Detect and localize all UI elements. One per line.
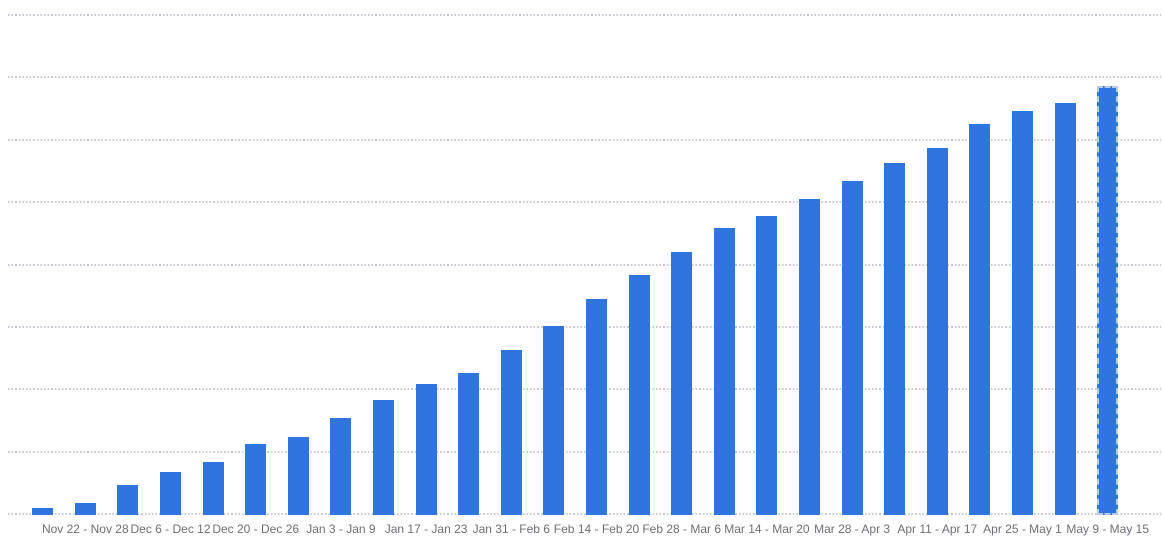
- x-axis-tick-label: Apr 11 - Apr 17: [897, 522, 978, 536]
- chart-bar[interactable]: [245, 444, 267, 516]
- x-axis-baseline: [8, 513, 1161, 516]
- chart-bar[interactable]: [628, 275, 650, 516]
- chart-bar[interactable]: [926, 147, 948, 516]
- x-axis-tick-label: Jan 3 - Jan 9: [306, 522, 376, 536]
- gridline: [8, 450, 1161, 453]
- x-axis-tick-label: Jan 17 - Jan 23: [384, 522, 468, 536]
- x-axis-tick-label: Dec 6 - Dec 12: [130, 522, 211, 536]
- x-axis-tick-label: Feb 28 - Mar 6: [642, 522, 722, 536]
- x-axis-tick-label: Apr 25 - May 1: [983, 522, 1062, 536]
- gridline: [8, 388, 1161, 391]
- chart-bar[interactable]: [500, 350, 522, 516]
- x-axis-tick-label: May 9 - May 15: [1066, 522, 1150, 536]
- gridline: [8, 14, 1161, 16]
- gridline: [8, 76, 1161, 79]
- chart-bar[interactable]: [74, 503, 96, 516]
- chart-bar[interactable]: [969, 123, 991, 516]
- chart-bar[interactable]: [884, 162, 906, 516]
- x-axis-tick-label: Nov 22 - Nov 28: [41, 522, 129, 536]
- chart-bar[interactable]: [202, 461, 224, 516]
- x-axis-tick-label: Jan 31 - Feb 6: [472, 522, 550, 536]
- chart-bar-partial-week[interactable]: [1097, 85, 1119, 516]
- gridline: [8, 263, 1161, 266]
- chart-bar[interactable]: [671, 251, 693, 516]
- chart-bar[interactable]: [415, 384, 437, 516]
- x-axis-tick-label: Feb 14 - Feb 20: [553, 522, 640, 536]
- gridline: [8, 138, 1161, 141]
- x-axis-tick-label: Dec 20 - Dec 26: [212, 522, 300, 536]
- chart-bar[interactable]: [756, 215, 778, 516]
- chart-bar[interactable]: [586, 298, 607, 516]
- chart-bar[interactable]: [373, 400, 394, 516]
- chart-bar[interactable]: [32, 508, 54, 516]
- chart-bar[interactable]: [1012, 111, 1033, 516]
- chart-bar[interactable]: [458, 373, 480, 516]
- gridline: [8, 326, 1161, 329]
- gridline: [8, 201, 1161, 204]
- chart-bar[interactable]: [1054, 103, 1076, 516]
- x-axis-tick-label: Mar 28 - Apr 3: [814, 522, 891, 536]
- chart-bar[interactable]: [117, 484, 139, 516]
- chart-bar[interactable]: [543, 325, 565, 516]
- x-axis-tick-label: Mar 14 - Mar 20: [724, 522, 810, 536]
- chart-bar[interactable]: [160, 471, 181, 516]
- chart-bar[interactable]: [330, 418, 352, 516]
- chart-bar[interactable]: [713, 228, 735, 516]
- chart-bar[interactable]: [287, 436, 309, 516]
- chart-bar[interactable]: [841, 181, 863, 516]
- chart-bar[interactable]: [799, 199, 820, 516]
